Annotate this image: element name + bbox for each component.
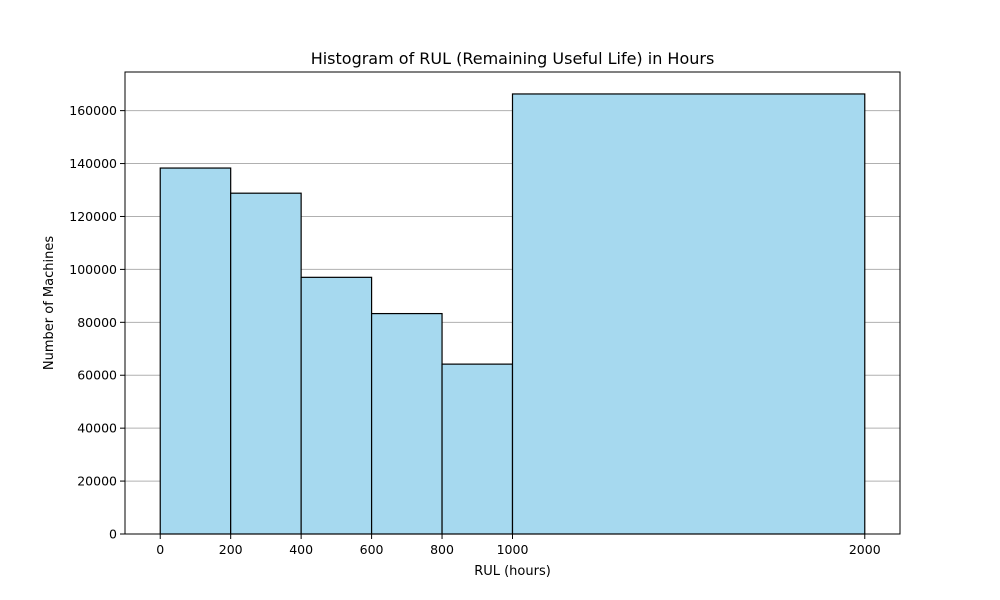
chart-title: Histogram of RUL (Remaining Useful Life)… [311,49,715,68]
x-axis-label: RUL (hours) [474,564,551,579]
y-tick-label: 60000 [77,368,117,383]
x-axis-ticks: 0 200 400 600 800 1000 2000 [156,534,881,557]
x-tick-label: 200 [219,542,243,557]
y-tick-label: 140000 [69,156,117,171]
y-tick-label: 120000 [69,209,117,224]
y-tick-label: 80000 [77,315,117,330]
y-tick-label: 40000 [77,421,117,436]
histogram-bar [441,363,514,535]
histogram-bar [159,167,232,535]
histogram-bar [300,276,373,535]
y-axis-label: Number of Machines [42,236,57,370]
y-tick-label: 0 [109,527,117,542]
x-tick-label: 0 [156,542,164,557]
x-tick-label: 800 [430,542,454,557]
histogram-bar [511,93,866,535]
y-axis-ticks: 0 20000 40000 60000 80000 100000 120000 140000 1… [69,103,125,542]
x-tick-label: 1000 [497,542,529,557]
histogram-bars [159,93,866,535]
y-tick-label: 20000 [77,474,117,489]
y-tick-label: 160000 [69,103,117,118]
histogram-bar [230,192,302,535]
x-tick-label: 400 [289,542,313,557]
x-tick-label: 2000 [849,542,881,557]
histogram-bar [370,312,443,535]
y-tick-label: 100000 [69,262,117,277]
x-tick-label: 600 [360,542,384,557]
